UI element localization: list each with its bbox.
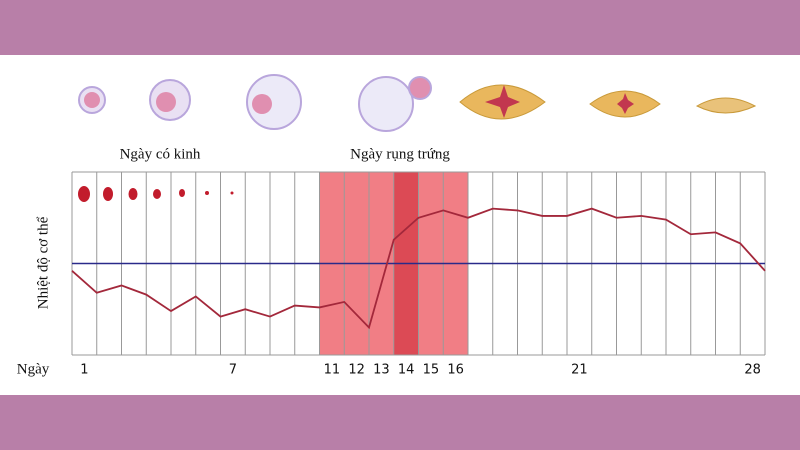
x-tick-label: 15 xyxy=(423,363,440,378)
temperature-line xyxy=(71,207,766,330)
x-tick-label: 28 xyxy=(744,363,761,378)
top-band xyxy=(0,0,800,55)
y-axis-label: Nhiệt độ cơ thể xyxy=(35,216,51,309)
x-tick-label: 11 xyxy=(324,363,341,378)
illustrations xyxy=(78,74,757,132)
period-label: Ngày có kinh xyxy=(120,146,201,162)
x-tick-label: 1 xyxy=(80,363,88,378)
ovulation-label: Ngày rụng trứng xyxy=(350,146,450,162)
bottom-band xyxy=(0,395,800,450)
x-tick-label: 12 xyxy=(348,363,365,378)
x-tick-label: 7 xyxy=(229,363,237,378)
x-tick-label: 21 xyxy=(571,363,588,378)
x-tick-label: 13 xyxy=(373,363,390,378)
x-tick-label: 16 xyxy=(447,363,464,378)
x-axis-label: Ngày xyxy=(17,361,50,377)
x-tick-label: 14 xyxy=(398,363,415,378)
blood-drops xyxy=(78,186,234,202)
